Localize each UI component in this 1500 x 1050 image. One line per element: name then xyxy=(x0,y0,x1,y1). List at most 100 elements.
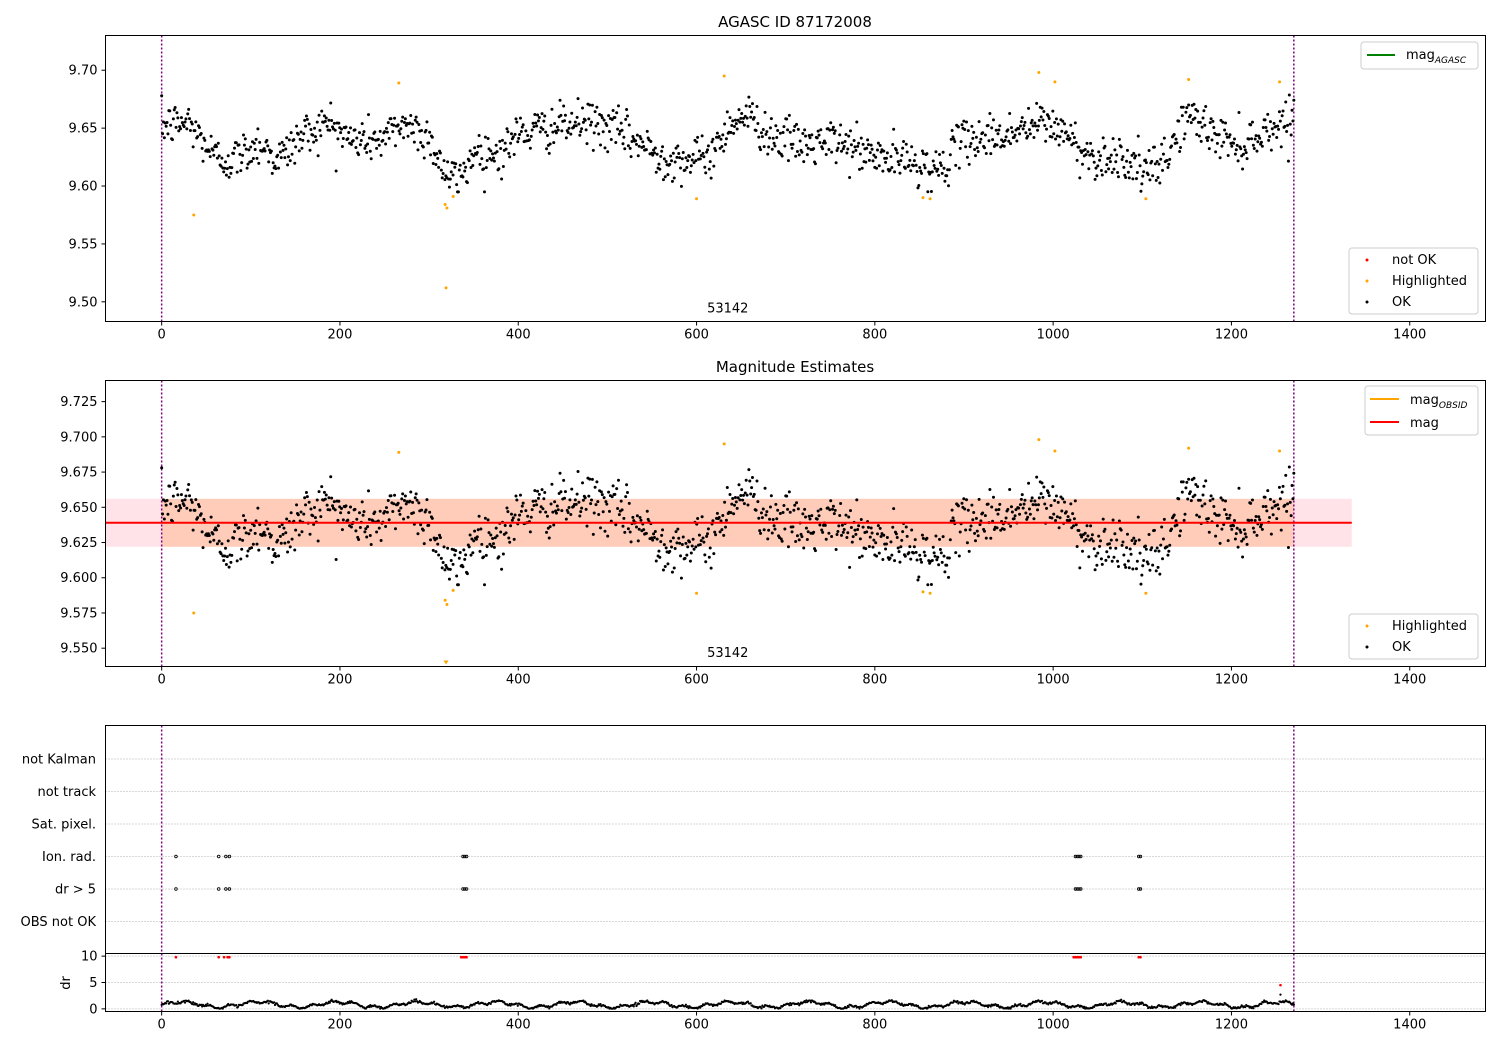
ok-point xyxy=(443,178,447,182)
ok-point xyxy=(855,120,859,124)
ok-point xyxy=(1266,489,1270,493)
ok-point xyxy=(306,139,310,143)
ok-point xyxy=(489,533,493,537)
ok-point xyxy=(1096,551,1100,555)
ok-point xyxy=(1112,555,1116,559)
ok-point xyxy=(754,508,758,512)
ok-point xyxy=(959,140,963,144)
ok-point xyxy=(595,105,599,109)
ok-point xyxy=(484,166,488,170)
ok-point xyxy=(1044,139,1048,143)
ok-point xyxy=(891,143,895,147)
ok-point xyxy=(479,527,483,531)
highlighted-point xyxy=(722,442,726,446)
panel1-frame xyxy=(105,35,1486,322)
ok-point xyxy=(286,540,290,544)
ok-point xyxy=(1226,153,1230,157)
ok-point xyxy=(894,532,898,536)
ok-point xyxy=(1247,137,1251,141)
ok-point xyxy=(1058,516,1062,520)
ok-point xyxy=(1047,494,1051,498)
ok-point xyxy=(462,548,466,552)
ok-point xyxy=(456,190,460,194)
ok-point xyxy=(227,175,231,179)
dr-point xyxy=(191,1002,194,1006)
ok-point xyxy=(1182,137,1186,141)
ok-point xyxy=(750,110,754,114)
ok-point xyxy=(483,516,487,520)
ok-point xyxy=(1188,490,1192,494)
ok-point xyxy=(403,494,407,498)
ok-point xyxy=(313,516,317,520)
ok-point xyxy=(1017,506,1021,510)
ok-point xyxy=(327,496,331,500)
ok-point xyxy=(318,128,322,132)
ok-point xyxy=(705,534,709,538)
ok-point xyxy=(945,563,949,567)
ok-point xyxy=(867,544,871,548)
ok-point xyxy=(1202,109,1206,113)
ok-point xyxy=(324,116,328,120)
ok-point xyxy=(538,130,542,134)
ok-point xyxy=(700,134,704,138)
ok-point xyxy=(341,137,345,141)
ok-point xyxy=(187,483,191,487)
ok-point xyxy=(903,554,907,558)
ok-point xyxy=(856,144,860,148)
ok-point xyxy=(1089,537,1093,541)
dr-point xyxy=(666,1001,670,1004)
ok-point xyxy=(383,510,387,514)
ok-point xyxy=(719,519,723,523)
dr-point xyxy=(960,1000,964,1004)
ok-point xyxy=(775,135,779,139)
ok-point xyxy=(1075,158,1079,162)
ok-point xyxy=(1154,569,1158,573)
ok-point xyxy=(200,146,204,150)
ok-point xyxy=(278,150,282,154)
ok-point xyxy=(1084,153,1088,157)
ok-point xyxy=(899,159,903,163)
ok-point xyxy=(1053,498,1057,502)
ok-point xyxy=(319,134,323,138)
ok-point xyxy=(1068,518,1072,522)
ok-point xyxy=(477,514,481,518)
x-tick-label: 200 xyxy=(328,1018,353,1033)
ok-point xyxy=(652,535,656,539)
ok-point xyxy=(1241,152,1245,156)
ok-point xyxy=(1040,106,1044,110)
ok-point xyxy=(1254,514,1258,518)
ok-point xyxy=(658,167,662,171)
ok-point xyxy=(1090,533,1094,537)
dr-point xyxy=(1292,1003,1295,1006)
ok-point xyxy=(1220,144,1224,148)
ok-point xyxy=(1268,497,1272,501)
ok-point xyxy=(790,146,794,150)
ok-point xyxy=(1151,174,1155,178)
ok-point xyxy=(367,136,371,140)
ok-point xyxy=(829,121,833,125)
ok-point xyxy=(836,530,840,534)
ok-point xyxy=(870,147,874,151)
ok-point xyxy=(828,508,832,512)
ok-point xyxy=(601,510,605,514)
ok-point xyxy=(311,133,315,137)
ok-point xyxy=(1267,138,1271,142)
ok-point xyxy=(553,122,557,126)
ok-point xyxy=(224,173,228,177)
ok-point xyxy=(767,145,771,149)
highlighted-point xyxy=(192,213,196,217)
x-tick-label: 1400 xyxy=(1393,673,1426,688)
ok-point xyxy=(287,138,291,142)
ok-point xyxy=(939,551,943,555)
ok-point xyxy=(512,537,516,541)
ok-point xyxy=(895,151,899,155)
ok-point xyxy=(1097,150,1101,154)
ok-point xyxy=(393,144,397,148)
ok-point xyxy=(1002,144,1006,148)
ok-point xyxy=(636,539,640,543)
ok-point xyxy=(605,502,609,506)
ok-point xyxy=(796,127,800,131)
ok-point xyxy=(293,161,297,165)
ok-point xyxy=(607,130,611,134)
ok-point xyxy=(575,115,579,119)
